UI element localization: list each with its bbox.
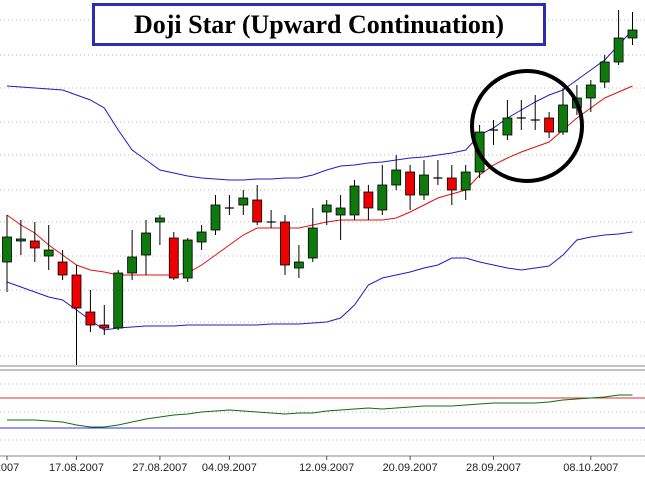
chart-title: Doji Star (Upward Continuation) bbox=[92, 3, 546, 46]
candle-body bbox=[2, 236, 12, 263]
candle-body bbox=[446, 177, 457, 191]
candle-body bbox=[238, 197, 249, 206]
x-tick-label: 28.09.2007 bbox=[466, 462, 521, 474]
candle-body bbox=[293, 261, 304, 269]
candle-body bbox=[99, 324, 110, 329]
candle-body bbox=[168, 237, 179, 279]
x-tick-label: 04.09.2007 bbox=[202, 462, 257, 474]
candle-body bbox=[585, 84, 596, 99]
candle-body bbox=[252, 199, 263, 223]
candle-body bbox=[15, 238, 26, 242]
candle-body bbox=[85, 311, 96, 326]
x-tick-label: 2007 bbox=[0, 462, 19, 474]
candle-body bbox=[57, 261, 68, 276]
candle-body bbox=[43, 249, 54, 257]
candle-body bbox=[280, 221, 290, 266]
x-tick-label: 08.10.2007 bbox=[563, 462, 618, 474]
candle-body bbox=[599, 61, 610, 83]
candle-body bbox=[196, 231, 207, 243]
candle-body bbox=[349, 185, 360, 216]
indicator-line bbox=[6, 29, 633, 181]
candle-body bbox=[71, 274, 82, 309]
candle-body bbox=[460, 171, 471, 191]
candle-body bbox=[502, 117, 513, 136]
x-tick-label: 27.08.2007 bbox=[132, 462, 187, 474]
candle-body bbox=[613, 37, 624, 63]
candle-body bbox=[321, 204, 332, 213]
candle-body bbox=[113, 272, 124, 329]
candle-body bbox=[627, 29, 638, 39]
candle-body bbox=[405, 171, 416, 196]
candle-body bbox=[544, 117, 554, 133]
candle-body bbox=[154, 217, 165, 223]
candle-body bbox=[210, 204, 221, 231]
indicator-line bbox=[7, 394, 633, 428]
candle-body bbox=[29, 240, 40, 249]
x-tick-label: 12.09.2007 bbox=[299, 462, 354, 474]
candle-body bbox=[182, 239, 193, 279]
indicator-line bbox=[6, 231, 633, 331]
plot-layer: 2007 17.08.2007 27.08.2007 04.09.2007 12.09.… bbox=[0, 10, 645, 474]
candle-body bbox=[391, 169, 402, 186]
x-tick-label: 17.08.2007 bbox=[49, 462, 104, 474]
highlight-circle bbox=[470, 69, 584, 183]
candle-body bbox=[558, 104, 568, 133]
candle-body bbox=[377, 184, 388, 211]
candle-body bbox=[127, 256, 137, 274]
x-tick-label: 20.09.2007 bbox=[383, 462, 438, 474]
indicator-line bbox=[6, 85, 633, 276]
candle-body bbox=[419, 174, 429, 196]
candle-body bbox=[307, 227, 318, 259]
candle-body bbox=[363, 191, 374, 209]
candle-body bbox=[335, 207, 346, 216]
main-panel bbox=[0, 0, 645, 366]
candle-body bbox=[141, 232, 151, 256]
